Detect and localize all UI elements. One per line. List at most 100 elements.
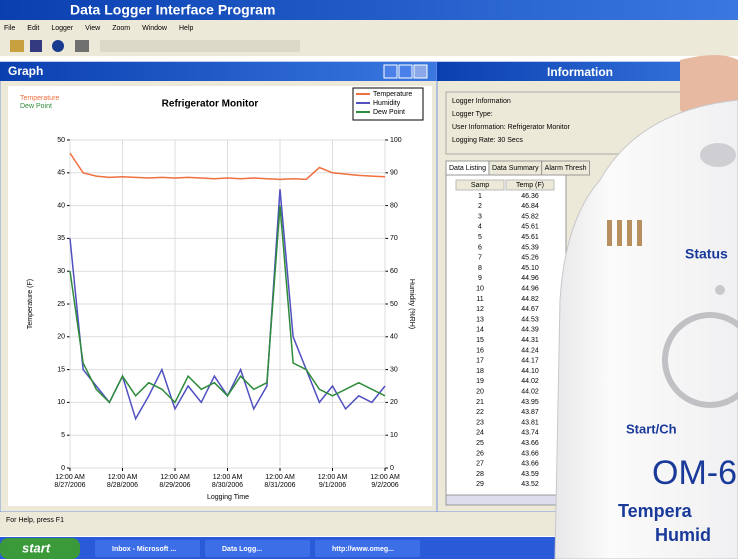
product-label: Status	[685, 246, 728, 262]
menu-item[interactable]: File	[4, 25, 15, 32]
close-button[interactable]	[413, 64, 428, 79]
device-hole	[700, 143, 736, 167]
table-cell: 44.31	[521, 337, 539, 344]
table-cell: 3	[478, 213, 482, 220]
x-tick-date: 8/31/2006	[264, 482, 295, 489]
table-cell: 43.59	[521, 471, 539, 478]
table-cell: 44.10	[521, 368, 539, 375]
scrollbar[interactable]	[445, 494, 567, 506]
y2-tick-label: 0	[390, 465, 394, 472]
y2-tick-label: 10	[390, 432, 398, 439]
table-cell: 10	[476, 286, 484, 293]
corner-label: Temperature	[20, 95, 59, 102]
table-cell: 29	[476, 481, 484, 488]
table-cell: 43.52	[521, 481, 539, 488]
y-tick-label: 35	[57, 235, 65, 242]
y-tick-label: 50	[57, 137, 65, 144]
x-tick-label: 12:00 AM	[213, 474, 243, 481]
taskbar-label: Inbox - Microsoft ...	[112, 546, 176, 553]
table-cell: 14	[476, 327, 484, 334]
data-table	[445, 174, 567, 506]
y-tick-label: 10	[57, 399, 65, 406]
tab-label: Alarm Thresh	[545, 165, 587, 172]
app-title: Data Logger Interface Program	[70, 2, 275, 18]
x-tick-date: 8/28/2006	[107, 482, 138, 489]
table-cell: 45.61	[521, 224, 539, 231]
y2-tick-label: 50	[390, 301, 398, 308]
table-cell: 26	[476, 450, 484, 457]
taskbar-items: Inbox - Microsoft ... Data Logg... http://…	[95, 540, 420, 557]
table-cell: 5	[478, 234, 482, 241]
info-title-bar	[437, 62, 738, 81]
chart-title: Refrigerator Monitor	[162, 99, 259, 110]
table-cell: 44.02	[521, 378, 539, 385]
graph-title-bar	[0, 62, 437, 81]
table-cell: 44.17	[521, 358, 539, 365]
table-cell: 9	[478, 275, 482, 282]
menu-item[interactable]: Help	[179, 25, 194, 32]
table-cell: 43.66	[521, 440, 539, 447]
tool-save[interactable]	[30, 40, 42, 52]
taskbar-button[interactable]	[315, 540, 420, 557]
y2-tick-label: 100	[390, 137, 402, 144]
table-cell: 43.87	[521, 409, 539, 416]
table-cell: 44.02	[521, 389, 539, 396]
x-tick-label: 12:00 AM	[370, 474, 400, 481]
info-field: Logging Rate: 30 Secs	[452, 137, 523, 144]
tool-info[interactable]	[52, 40, 64, 52]
menu-item[interactable]: Logger	[51, 25, 73, 32]
y-tick-label: 45	[57, 170, 65, 177]
taskbar-button[interactable]	[95, 540, 200, 557]
menu-item[interactable]: Window	[142, 25, 168, 32]
table-cell: 27	[476, 461, 484, 468]
menu-item[interactable]: View	[85, 25, 101, 32]
maximize-button[interactable]	[398, 64, 413, 79]
table-cell: 44.53	[521, 316, 539, 323]
legend-label: Humidity	[373, 100, 401, 107]
table-cell: 44.96	[521, 275, 539, 282]
table-cell: 8	[478, 265, 482, 272]
column-header-bg	[455, 179, 505, 191]
table-cell: 17	[476, 358, 484, 365]
series-line	[69, 152, 386, 181]
y-tick-label: 40	[57, 202, 65, 209]
status-led	[715, 285, 725, 295]
table-cell: 25	[476, 440, 484, 447]
product-label: Humid	[655, 525, 711, 545]
table-cell: 43.66	[521, 461, 539, 468]
y-tick-label: 30	[57, 268, 65, 275]
legend-label: Temperature	[373, 91, 412, 98]
table-cell: 43.74	[521, 430, 539, 437]
y-tick-label: 20	[57, 334, 65, 341]
tool-open[interactable]	[10, 40, 24, 52]
start-button[interactable]	[0, 538, 80, 559]
info-field: Logger Information	[452, 98, 511, 105]
menu-item[interactable]: Zoom	[112, 25, 130, 32]
column-header-bg	[505, 179, 555, 191]
table-cell: 2	[478, 203, 482, 210]
x-tick-label: 12:00 AM	[318, 474, 348, 481]
tool-settings[interactable]	[75, 40, 89, 52]
table-cell: 43.81	[521, 419, 539, 426]
product-label: Tempera	[618, 501, 693, 521]
table-cell: 18	[476, 368, 484, 375]
product-photo: Status Start/Ch OM-6 Tempera Humid	[554, 55, 738, 559]
table-cell: 44.24	[521, 347, 539, 354]
x-tick-label: 12:00 AM	[108, 474, 138, 481]
info-panel: Logger Information Logger Type: User Infor…	[445, 98, 591, 506]
chart: Refrigerator Monitor Temperature Dew Poi…	[20, 87, 424, 501]
tab-label: Data Listing	[449, 165, 486, 172]
table-cell: 43.66	[521, 450, 539, 457]
y-axis-label: Temperature (F)	[27, 279, 34, 329]
taskbar-button[interactable]	[205, 540, 310, 557]
start-label: start	[22, 540, 51, 555]
info-title: Information	[547, 65, 613, 79]
graph-title: Graph	[8, 64, 43, 78]
table-cell: 19	[476, 378, 484, 385]
table-cell: 45.82	[521, 213, 539, 220]
table-cell: 44.39	[521, 327, 539, 334]
table-cell: 45.61	[521, 234, 539, 241]
minimize-button[interactable]	[383, 64, 398, 79]
menu-item[interactable]: Edit	[27, 25, 39, 32]
